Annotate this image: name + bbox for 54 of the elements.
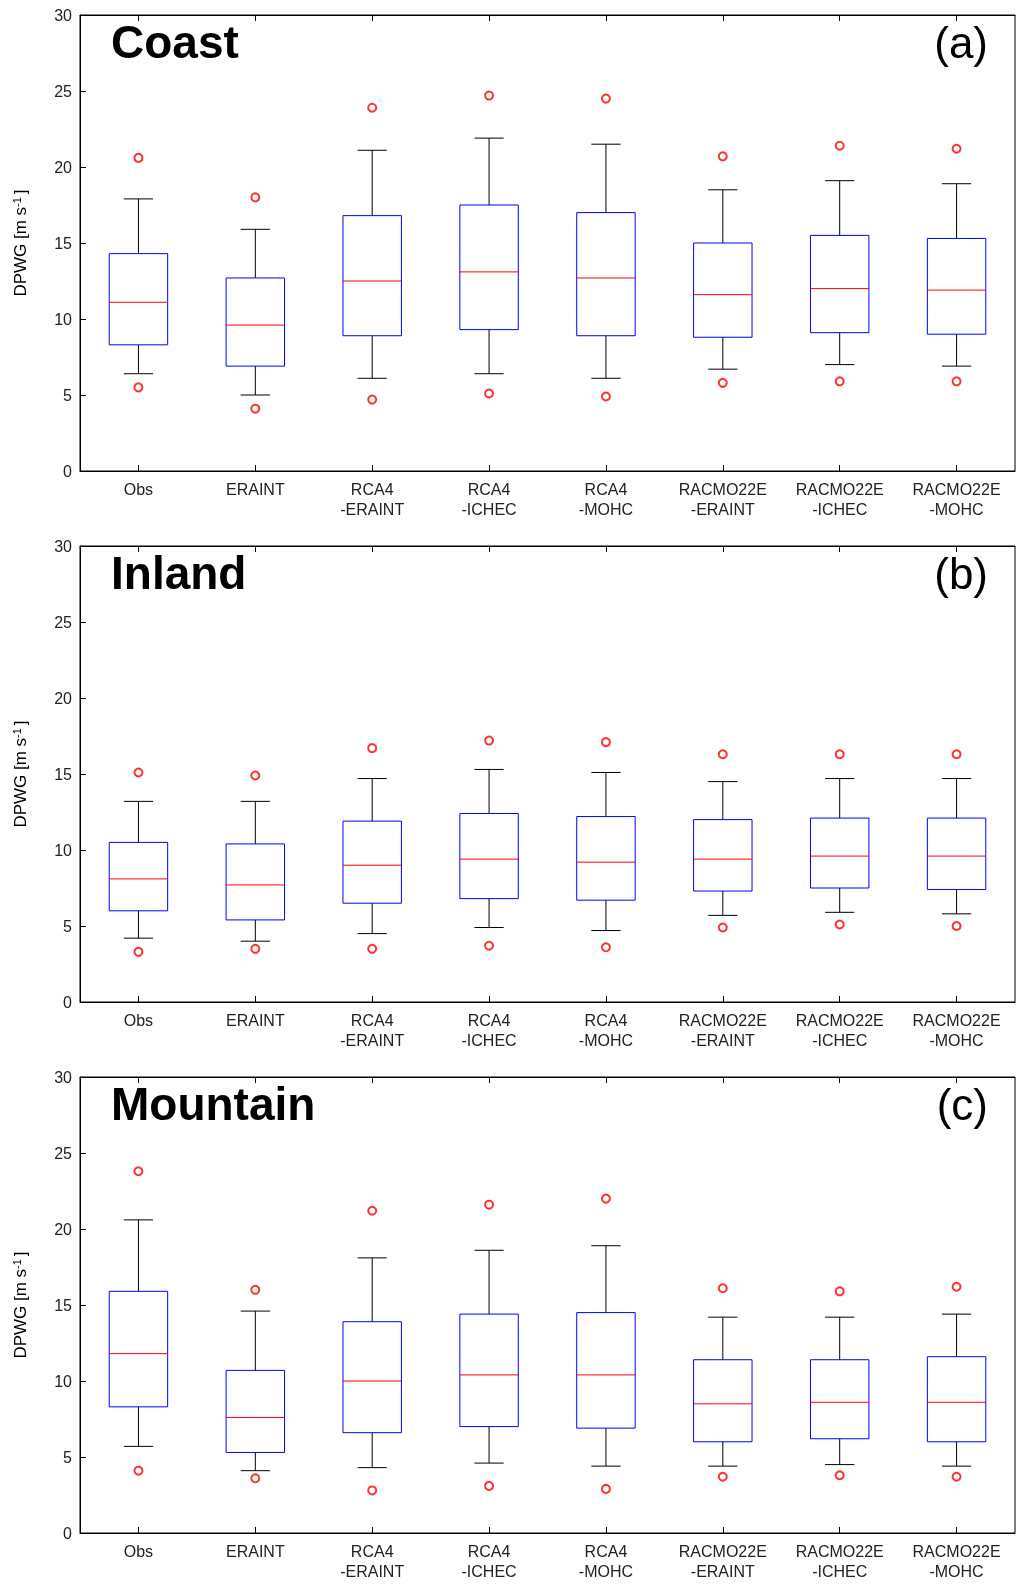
y-tick-label: 0 (63, 462, 73, 480)
x-tick-label: RACMO22E -ICHEC (795, 1011, 884, 1049)
x-tick-label: RACMO22E -MOHC (912, 1542, 1001, 1580)
y-axis-title: DPWG [m s-1] (10, 1251, 30, 1359)
y-tick-label: 15 (54, 1296, 73, 1314)
x-tick-label: RACMO22E -ERAINT (678, 1542, 767, 1580)
x-tick-label: RCA4 -ICHEC (461, 1011, 517, 1049)
y-tick-label: 30 (54, 1068, 73, 1086)
chart-title: Coast (111, 16, 239, 68)
y-tick-label: 10 (54, 1372, 73, 1390)
x-tick-label: Obs (123, 480, 154, 498)
y-tick-label: 5 (63, 1448, 73, 1466)
y-axis-title: DPWG [m s-1] (10, 720, 30, 828)
y-axis-title: DPWG [m s-1] (10, 189, 30, 297)
x-tick-label: RCA4 -ERAINT (340, 480, 405, 518)
x-tick-label: RCA4 -MOHC (578, 480, 634, 518)
x-tick-label: RACMO22E -ERAINT (678, 480, 767, 518)
y-tick-label: 20 (54, 158, 73, 176)
y-tick-label: 25 (54, 82, 73, 100)
y-tick-label: 20 (54, 1220, 73, 1238)
x-tick-label: RCA4 -ICHEC (461, 1542, 517, 1580)
y-tick-label: 10 (54, 310, 73, 328)
y-tick-label: 5 (63, 917, 73, 935)
y-tick-label: 20 (54, 689, 73, 707)
x-tick-label: RACMO22E -ICHEC (795, 480, 884, 518)
x-tick-label: RCA4 -ICHEC (461, 480, 517, 518)
y-tick-label: 15 (54, 234, 73, 252)
y-tick-label: 10 (54, 841, 73, 859)
y-tick-label: 25 (54, 1144, 73, 1162)
annotation: (c) (936, 1079, 989, 1129)
chart-title: Inland (111, 547, 247, 599)
x-tick-label: Obs (123, 1011, 154, 1029)
x-tick-label: Obs (123, 1542, 154, 1560)
y-tick-label: 15 (54, 765, 73, 783)
y-tick-label: 0 (63, 1524, 73, 1542)
y-tick-label: 30 (54, 6, 73, 24)
x-tick-label: ERAINT (225, 1542, 285, 1560)
x-tick-label: RACMO22E -MOHC (912, 1011, 1001, 1049)
x-tick-label: RACMO22E -ERAINT (678, 1011, 767, 1049)
x-tick-label: RCA4 -MOHC (578, 1011, 634, 1049)
x-tick-label: RCA4 -ERAINT (340, 1011, 405, 1049)
x-tick-label: ERAINT (225, 1011, 285, 1029)
x-tick-label: ERAINT (225, 480, 285, 498)
y-tick-label: 25 (54, 613, 73, 631)
y-tick-label: 30 (54, 537, 73, 555)
chart-title: Mountain (111, 1078, 316, 1130)
annotation: (b) (934, 548, 989, 598)
x-tick-label: RCA4 -ERAINT (340, 1542, 405, 1580)
y-tick-label: 5 (63, 386, 73, 404)
x-tick-label: RCA4 -MOHC (578, 1542, 634, 1580)
y-tick-label: 0 (63, 993, 73, 1011)
annotation: (a) (934, 17, 989, 67)
x-tick-label: RACMO22E -MOHC (912, 480, 1001, 518)
x-tick-label: RACMO22E -ICHEC (795, 1542, 884, 1580)
